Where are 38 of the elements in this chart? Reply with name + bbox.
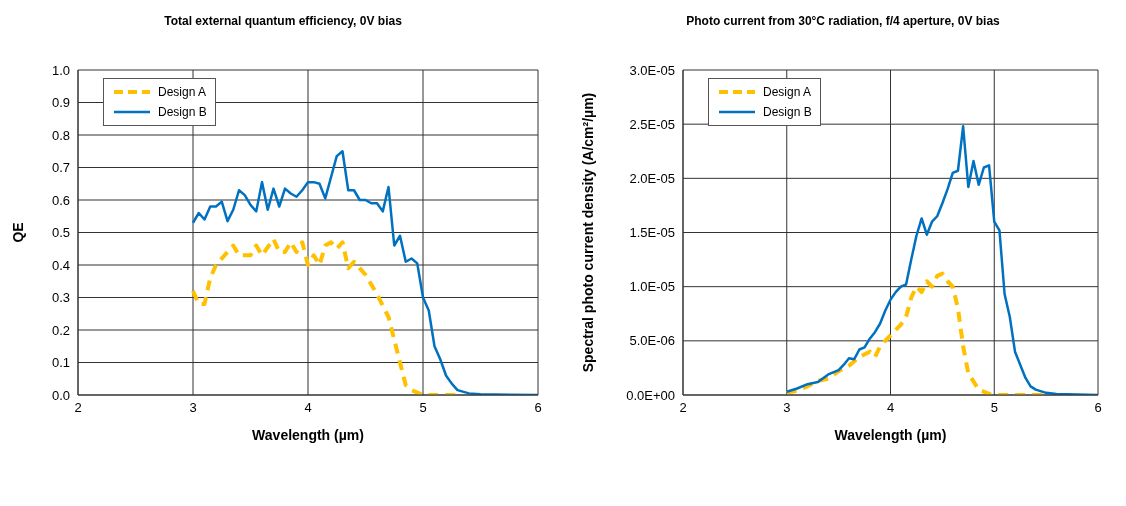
x-tick-label: 4	[886, 400, 895, 416]
legend-label: Design A	[763, 85, 812, 99]
x-tick-label: 5	[419, 400, 427, 416]
x-tick-label: 3	[783, 400, 791, 416]
legend-label: Design B	[158, 105, 207, 119]
y-tick-label: 2.0E-05	[629, 170, 675, 186]
y-tick-label: 0.5	[51, 225, 70, 241]
y-tick-label: 1.5E-05	[629, 225, 675, 241]
y-tick-label: 0.0	[51, 387, 70, 403]
x-tick-label: 4	[304, 400, 312, 416]
y-tick-label: 0.9	[51, 95, 70, 111]
y-axis-title: QE	[9, 222, 26, 243]
x-tick-label: 2	[74, 400, 82, 416]
x-tick-label: 3	[189, 400, 197, 416]
y-tick-label: 2.5E-05	[629, 116, 675, 132]
y-tick-label: 0.8	[51, 127, 70, 143]
y-axis-title: Spectral photo current density (A/cm²/µm)	[579, 92, 596, 373]
y-tick-label: 1.0E-05	[629, 279, 675, 295]
chart-title: Photo current from 30°C radiation, f/4 aperture, 0V bias	[685, 13, 1001, 30]
y-tick-label: 0.0E+00	[626, 387, 675, 403]
y-tick-label: 5.0E-06	[629, 333, 675, 349]
y-tick-label: 0.7	[51, 160, 70, 176]
y-tick-label: 0.1	[51, 355, 70, 371]
x-axis-title: Wavelength (µm)	[834, 427, 947, 443]
x-tick-label: 2	[679, 400, 687, 416]
x-axis-title: Wavelength (µm)	[252, 427, 364, 443]
legend-label: Design B	[763, 105, 812, 119]
y-tick-label: 0.4	[51, 257, 70, 273]
x-tick-label: 6	[1094, 400, 1102, 416]
y-tick-label: 3.0E-05	[629, 62, 675, 78]
x-tick-label: 6	[534, 400, 542, 416]
legend-label: Design A	[158, 85, 207, 99]
y-tick-label: 0.6	[51, 192, 70, 208]
y-tick-label: 0.2	[51, 322, 70, 338]
x-tick-label: 5	[990, 400, 998, 416]
chart-title: Total external quantum efficiency, 0V bias	[163, 13, 403, 30]
y-tick-label: 1.0	[51, 62, 70, 78]
y-tick-label: 0.3	[51, 290, 70, 306]
